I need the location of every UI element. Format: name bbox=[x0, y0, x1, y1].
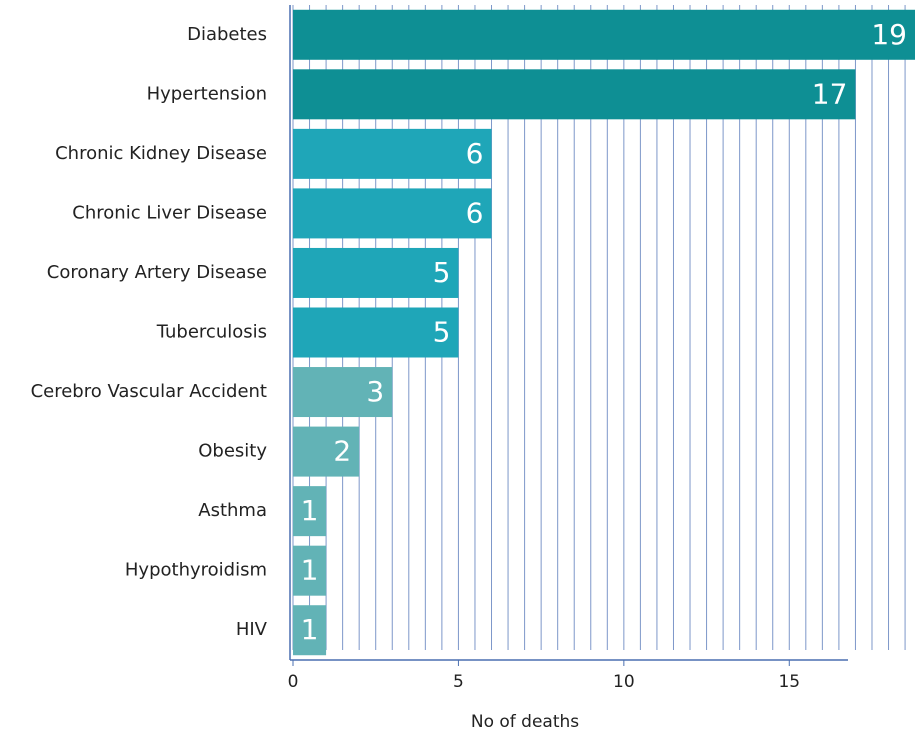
x-tick-label: 15 bbox=[778, 672, 800, 692]
category-label: Asthma bbox=[198, 500, 267, 521]
category-label: Chronic Kidney Disease bbox=[55, 143, 267, 164]
value-label: 6 bbox=[466, 137, 484, 170]
category-label: Tuberculosis bbox=[156, 322, 267, 343]
category-label: Obesity bbox=[198, 441, 267, 462]
bar bbox=[293, 367, 393, 418]
x-tick-label: 5 bbox=[453, 672, 464, 692]
bar bbox=[293, 426, 360, 477]
bar bbox=[293, 188, 492, 239]
value-label: 1 bbox=[301, 613, 319, 646]
value-label: 6 bbox=[466, 196, 484, 229]
x-tick-label: 10 bbox=[613, 672, 635, 692]
bar bbox=[293, 307, 459, 358]
category-label: Cerebro Vascular Accident bbox=[31, 381, 267, 402]
category-label: Coronary Artery Disease bbox=[47, 262, 267, 283]
category-label: HIV bbox=[236, 619, 268, 640]
bar bbox=[293, 545, 327, 596]
x-axis-title: No of deaths bbox=[471, 712, 579, 732]
bar bbox=[293, 128, 492, 179]
value-label: 5 bbox=[433, 256, 451, 289]
bar bbox=[293, 69, 856, 120]
value-label: 1 bbox=[301, 494, 319, 527]
category-label: Hypothyroidism bbox=[125, 560, 267, 581]
bar bbox=[293, 605, 327, 656]
category-label: Chronic Liver Disease bbox=[72, 202, 267, 223]
value-label: 19 bbox=[871, 18, 907, 51]
value-label: 5 bbox=[433, 316, 451, 349]
bar bbox=[293, 486, 327, 537]
x-tick-label: 0 bbox=[288, 672, 299, 692]
bar bbox=[293, 9, 915, 60]
value-label: 2 bbox=[333, 435, 351, 468]
category-label: Hypertension bbox=[147, 83, 267, 104]
category-label: Diabetes bbox=[187, 24, 267, 45]
value-label: 1 bbox=[301, 554, 319, 587]
bar bbox=[293, 247, 459, 298]
value-label: 3 bbox=[366, 375, 384, 408]
value-label: 17 bbox=[812, 77, 848, 110]
